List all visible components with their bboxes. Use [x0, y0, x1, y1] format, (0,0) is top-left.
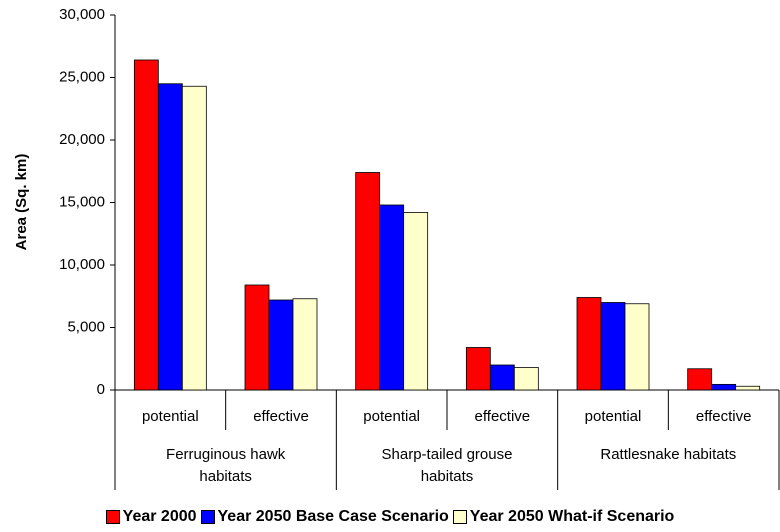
legend-item: Year 2000: [105, 508, 197, 526]
legend-label: Year 2050 What-if Scenario: [469, 508, 675, 525]
x-tick-label: potential: [142, 408, 199, 425]
x-tick-label: effective: [696, 408, 752, 425]
y-tick-label: 20,000: [59, 131, 105, 148]
bar: [600, 302, 626, 391]
legend-swatch: [452, 510, 467, 524]
group-label: Rattlesnake habitats: [600, 446, 737, 463]
y-tick-label: 0: [97, 381, 105, 398]
y-tick-label: 25,000: [59, 68, 105, 85]
legend-label: Year 2000: [122, 508, 197, 525]
y-tick-label: 10,000: [59, 256, 105, 273]
x-tick-label: potential: [585, 408, 642, 425]
legend: Year 2000 Year 2050 Base Case Scenario Yea…: [0, 508, 780, 529]
bar: [181, 85, 207, 391]
y-tick-label: 30,000: [59, 6, 105, 23]
bar: [576, 297, 602, 391]
group-label: Ferruginous hawk habitats: [166, 446, 286, 485]
y-axis-title: Area (Sq. km): [13, 154, 30, 251]
y-tick-label: 5,000: [67, 318, 105, 335]
bar: [687, 368, 713, 391]
bar: [735, 385, 761, 391]
bar: [379, 204, 405, 391]
bar: [133, 59, 159, 391]
legend-label: Year 2050 Base Case Scenario: [217, 508, 449, 525]
chart: Area (Sq. km) 0 5,000 10,000 15,000 20,000 25…: [13, 6, 780, 490]
bar: [292, 298, 318, 391]
y-tick-label: 15,000: [59, 193, 105, 210]
group-label: Sharp-tailed grouse habitats: [381, 446, 513, 485]
bar: [711, 383, 737, 391]
bar: [244, 284, 270, 391]
bar: [489, 364, 515, 391]
x-tick-label: effective: [253, 408, 309, 425]
bar: [403, 212, 429, 391]
bar: [157, 83, 183, 391]
x-tick-label: potential: [363, 408, 420, 425]
legend-swatch: [200, 510, 215, 524]
legend-swatch: [105, 510, 120, 524]
x-tick-label: effective: [475, 408, 531, 425]
bar: [465, 347, 491, 391]
bar: [624, 303, 650, 391]
bar: [268, 299, 294, 391]
bar: [355, 172, 381, 391]
legend-item: Year 2050 Base Case Scenario: [200, 508, 449, 526]
legend-item: Year 2050 What-if Scenario: [452, 508, 675, 526]
bar: [513, 367, 539, 391]
